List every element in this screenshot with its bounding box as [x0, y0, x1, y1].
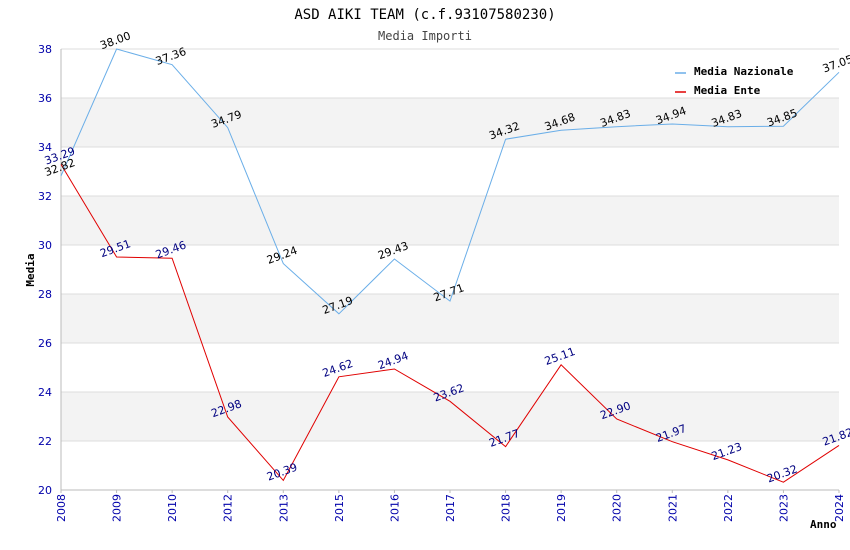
- plot-band: [61, 196, 839, 245]
- x-tick-label: 2010: [166, 494, 179, 522]
- y-tick-label: 34: [38, 141, 52, 154]
- plot-band: [61, 294, 839, 343]
- y-axis-label: Media: [24, 253, 37, 286]
- series-lines: [60, 48, 840, 483]
- data-label-ente: 20.39: [265, 461, 299, 484]
- y-tick-labels: 20 22 24 26 28 30 32 34 36 38: [38, 43, 52, 497]
- legend-label-nazionale: Media Nazionale: [694, 65, 794, 78]
- series-line-nazionale: [60, 48, 840, 315]
- x-tick-label: 2023: [777, 494, 790, 522]
- x-axis-label: Anno: [810, 518, 837, 531]
- y-tick-label: 26: [38, 337, 52, 350]
- data-label-nazionale: 37.05: [821, 53, 850, 76]
- y-tick-label: 24: [38, 386, 52, 399]
- x-tick-label: 2021: [666, 494, 679, 522]
- plot-bands: [61, 98, 839, 441]
- y-tick-label: 36: [38, 92, 52, 105]
- y-tick-label: 38: [38, 43, 52, 56]
- data-label-ente: 24.62: [321, 357, 355, 380]
- x-tick-label: 2022: [722, 494, 735, 522]
- x-tick-label: 2012: [222, 494, 235, 522]
- x-tick-label: 2016: [388, 494, 401, 522]
- y-tick-label: 20: [38, 484, 52, 497]
- legend: Media Nazionale Media Ente: [675, 65, 794, 97]
- y-tick-label: 30: [38, 239, 52, 252]
- y-tick-label: 32: [38, 190, 52, 203]
- x-tick-label: 2018: [500, 494, 513, 522]
- x-tick-label: 2019: [555, 494, 568, 522]
- data-label-nazionale: 29.24: [265, 244, 299, 267]
- y-tick-label: 22: [38, 435, 52, 448]
- x-tick-label: 2017: [444, 494, 457, 522]
- plot-band: [61, 98, 839, 147]
- chart-subtitle: Media Importi: [378, 29, 472, 43]
- y-tick-label: 28: [38, 288, 52, 301]
- chart-title: ASD AIKI TEAM (c.f.93107580230): [294, 7, 555, 23]
- plot-band: [61, 392, 839, 441]
- x-tick-label: 2008: [55, 494, 68, 522]
- x-tick-label: 2009: [111, 494, 124, 522]
- x-tick-label: 2024: [833, 494, 846, 522]
- series-line-ente: [60, 164, 840, 483]
- x-tick-label: 2013: [277, 494, 290, 522]
- legend-label-ente: Media Ente: [694, 84, 761, 97]
- x-tick-labels: 2008 2009 2010 2012 2013 2015 2016 2017 2018 2019…: [55, 490, 846, 522]
- x-tick-label: 2020: [611, 494, 624, 522]
- x-tick-label: 2015: [333, 494, 346, 522]
- data-label-ente: 25.11: [543, 345, 577, 368]
